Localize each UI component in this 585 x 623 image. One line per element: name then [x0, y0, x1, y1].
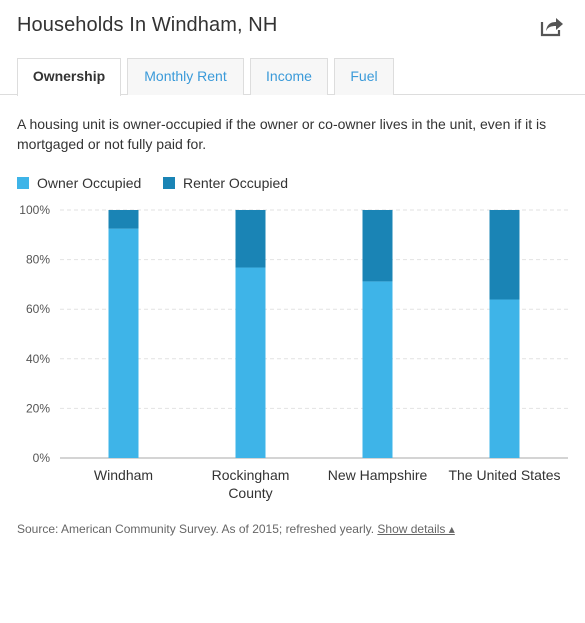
y-tick-label: 80% — [26, 253, 50, 267]
description-text: A housing unit is owner-occupied if the … — [17, 116, 547, 152]
legend-label-owner: Owner Occupied — [37, 175, 142, 191]
bar-renter — [362, 210, 393, 282]
tab-income[interactable]: Income — [250, 58, 328, 95]
bar-owner — [489, 299, 520, 458]
page-title: Households In Windham, NH — [17, 14, 278, 36]
bar-renter — [489, 210, 520, 300]
show-details-link[interactable]: Show details ▴ — [377, 522, 455, 536]
stacked-bar-chart: 0% 20% 40% 60% 80% 100% Windham Rockingham Count… — [19, 203, 568, 501]
bar-renter — [235, 210, 266, 268]
y-tick-label: 60% — [26, 302, 50, 316]
tab-ownership[interactable]: Ownership — [17, 58, 121, 96]
y-tick-label: 100% — [19, 203, 50, 217]
source-text: Source: American Community Survey. As of… — [17, 522, 375, 536]
tab-bar: Ownership Monthly Rent Income Fuel — [0, 58, 585, 96]
bar-owner — [362, 281, 393, 458]
x-tick-label: New Hampshire — [328, 467, 428, 483]
legend-item-owner: Owner Occupied — [17, 174, 141, 192]
y-tick-label: 0% — [33, 451, 51, 465]
y-tick-label: 20% — [26, 401, 50, 415]
x-tick-label: The United States — [448, 467, 560, 483]
source-note: Source: American Community Survey. As of… — [17, 522, 455, 536]
legend-label-renter: Renter Occupied — [183, 175, 289, 191]
y-tick-label: 40% — [26, 352, 50, 366]
tab-monthly-rent[interactable]: Monthly Rent — [127, 58, 244, 95]
bar-owner — [235, 267, 266, 458]
x-tick-label: Rockingham — [212, 467, 290, 483]
x-tick-label: Windham — [94, 467, 153, 483]
share-icon[interactable] — [539, 14, 565, 38]
bar-owner — [108, 228, 139, 458]
tab-fuel[interactable]: Fuel — [334, 58, 394, 95]
bar-renter — [108, 210, 139, 229]
x-tick-label: County — [228, 485, 272, 501]
legend-swatch-owner — [17, 177, 29, 189]
legend-item-renter: Renter Occupied — [163, 174, 288, 192]
legend-swatch-renter — [163, 177, 175, 189]
